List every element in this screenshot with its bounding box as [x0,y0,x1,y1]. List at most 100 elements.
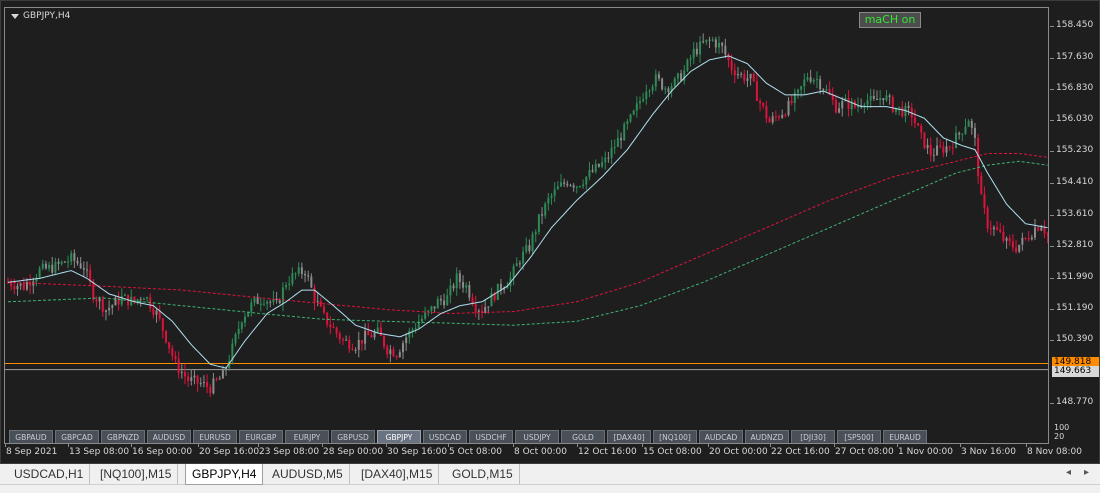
symbol-button-audusd[interactable]: AUDUSD [147,430,191,443]
price-label: 148.770 [1056,397,1094,408]
candle-body [983,194,986,208]
candle-body [721,42,724,46]
time-tick [960,444,961,447]
symbol-button-eurjpy[interactable]: EURJPY [285,430,329,443]
symbol-button-gbpusd[interactable]: GBPUSD [331,430,375,443]
chart-plot-area[interactable]: GBPJPY,H4 maCH on GBPAUD GBPCAD GBPNZD AUDU… [4,7,1049,444]
mach-toggle-button[interactable]: maCH on [859,12,921,28]
price-label: 156.830 [1056,82,1094,93]
candle-body [465,285,468,288]
symbol-button-usdchf[interactable]: USDCHF [469,430,513,443]
candle-body [645,91,648,100]
symbol-button-gbpjpy[interactable]: GBPJPY [377,430,421,443]
symbol-button-gbpnzd[interactable]: GBPNZD [101,430,145,443]
price-label: 154.410 [1056,177,1094,188]
symbol-button-dax40[interactable]: [DAX40] [607,430,651,443]
tab--nq100--m15[interactable]: [NQ100],M15 [94,464,179,484]
candle-body [10,282,13,287]
candle-body [692,48,695,59]
candle-body [247,311,250,317]
candle-body [620,137,623,141]
candle-body [307,275,310,277]
candle-body [234,334,237,344]
symbol-button-audcad[interactable]: AUDCAD [699,430,743,443]
candle-body [123,294,126,296]
candle-body [541,214,544,216]
candle-body [490,293,493,307]
candle-body [1030,237,1033,240]
candle-body [310,276,313,288]
time-tick [131,444,132,447]
symbol-button-eurusd[interactable]: EURUSD [193,430,237,443]
candle-body [907,105,910,109]
symbol-button-sp500[interactable]: [SP500] [837,430,881,443]
candle-body [664,88,667,90]
candle-body [405,337,408,344]
candle-body [449,285,452,296]
candle-body [392,349,395,357]
symbol-button-nq100[interactable]: [NQ100] [653,430,697,443]
candle-body [193,375,196,378]
time-tick [5,444,6,447]
candle-body [338,333,341,340]
symbol-button-gbpaud[interactable]: GBPAUD [9,430,53,443]
candle-body [901,106,904,117]
symbol-button-gold[interactable]: GOLD [561,430,605,443]
candle-body [970,120,973,128]
tab-usdcad-h1[interactable]: USDCAD,H1 [8,464,91,484]
candle-body [544,203,547,216]
candle-body [19,283,22,286]
candle-body [206,381,209,388]
candle-body [487,306,490,308]
candle-body [923,132,926,149]
candle-body [199,383,202,385]
candle-body [67,261,70,263]
candle-body [629,114,632,122]
candle-body [676,73,679,79]
symbol-button-eurgbp[interactable]: EURGBP [239,430,283,443]
candle-body [367,330,370,336]
symbol-button-dji30[interactable]: [DJI30] [791,430,835,443]
candle-body [686,59,689,71]
candle-body [604,157,607,163]
symbol-button-audnzd[interactable]: AUDNZD [745,430,789,443]
candle-body [231,343,234,362]
candle-body [601,162,604,167]
candle-body [771,116,774,123]
candle-body [256,296,259,304]
candlestick-chart[interactable] [5,8,1049,444]
symbol-button-usdcad[interactable]: USDCAD [423,430,467,443]
dropdown-triangle-icon[interactable] [11,13,19,19]
candle-body [955,132,957,148]
symbol-button-usdjpy[interactable]: USDJPY [515,430,559,443]
tab-audusd-m5[interactable]: AUDUSD,M5 [266,464,350,484]
tab-scroll-right-icon[interactable]: ▸ [1084,467,1090,478]
candle-body [648,90,651,92]
symbol-button-euraud[interactable]: EURAUD [883,430,927,443]
candle-body [667,88,670,93]
chart-symbol-title[interactable]: GBPJPY,H4 [11,11,70,21]
tab-gbpjpy-h4[interactable]: GBPJPY,H4 [185,464,264,485]
price-axis[interactable]: 158.450 157.630 156.830 156.030 155.230 154.4… [1050,7,1100,444]
candle-body [705,39,708,42]
candle-body [872,96,875,99]
candle-body [98,298,101,302]
tab-gold-m15[interactable]: GOLD,M15 [446,464,520,484]
candle-body [120,295,123,305]
symbol-title-text: GBPJPY,H4 [23,11,71,21]
candle-body [588,170,591,177]
candle-body [101,298,104,312]
candle-body [585,176,588,185]
symbol-button-gbpcad[interactable]: GBPCAD [55,430,99,443]
candle-body [582,184,585,187]
candle-body [815,79,818,81]
candle-body [894,107,897,112]
time-axis[interactable]: 8 Sep 2021 13 Sep 08:00 16 Sep 00:00 20 Sep… [4,444,1082,464]
candle-body [1024,237,1027,239]
time-label: 27 Oct 08:00 [835,447,894,457]
tab--dax40--m15[interactable]: [DAX40],M15 [355,464,440,484]
candle-body [262,303,265,305]
time-label: 13 Sep 08:00 [69,447,130,457]
tab-scroll-left-icon[interactable]: ◂ [1066,467,1072,478]
candle-body [828,89,831,95]
